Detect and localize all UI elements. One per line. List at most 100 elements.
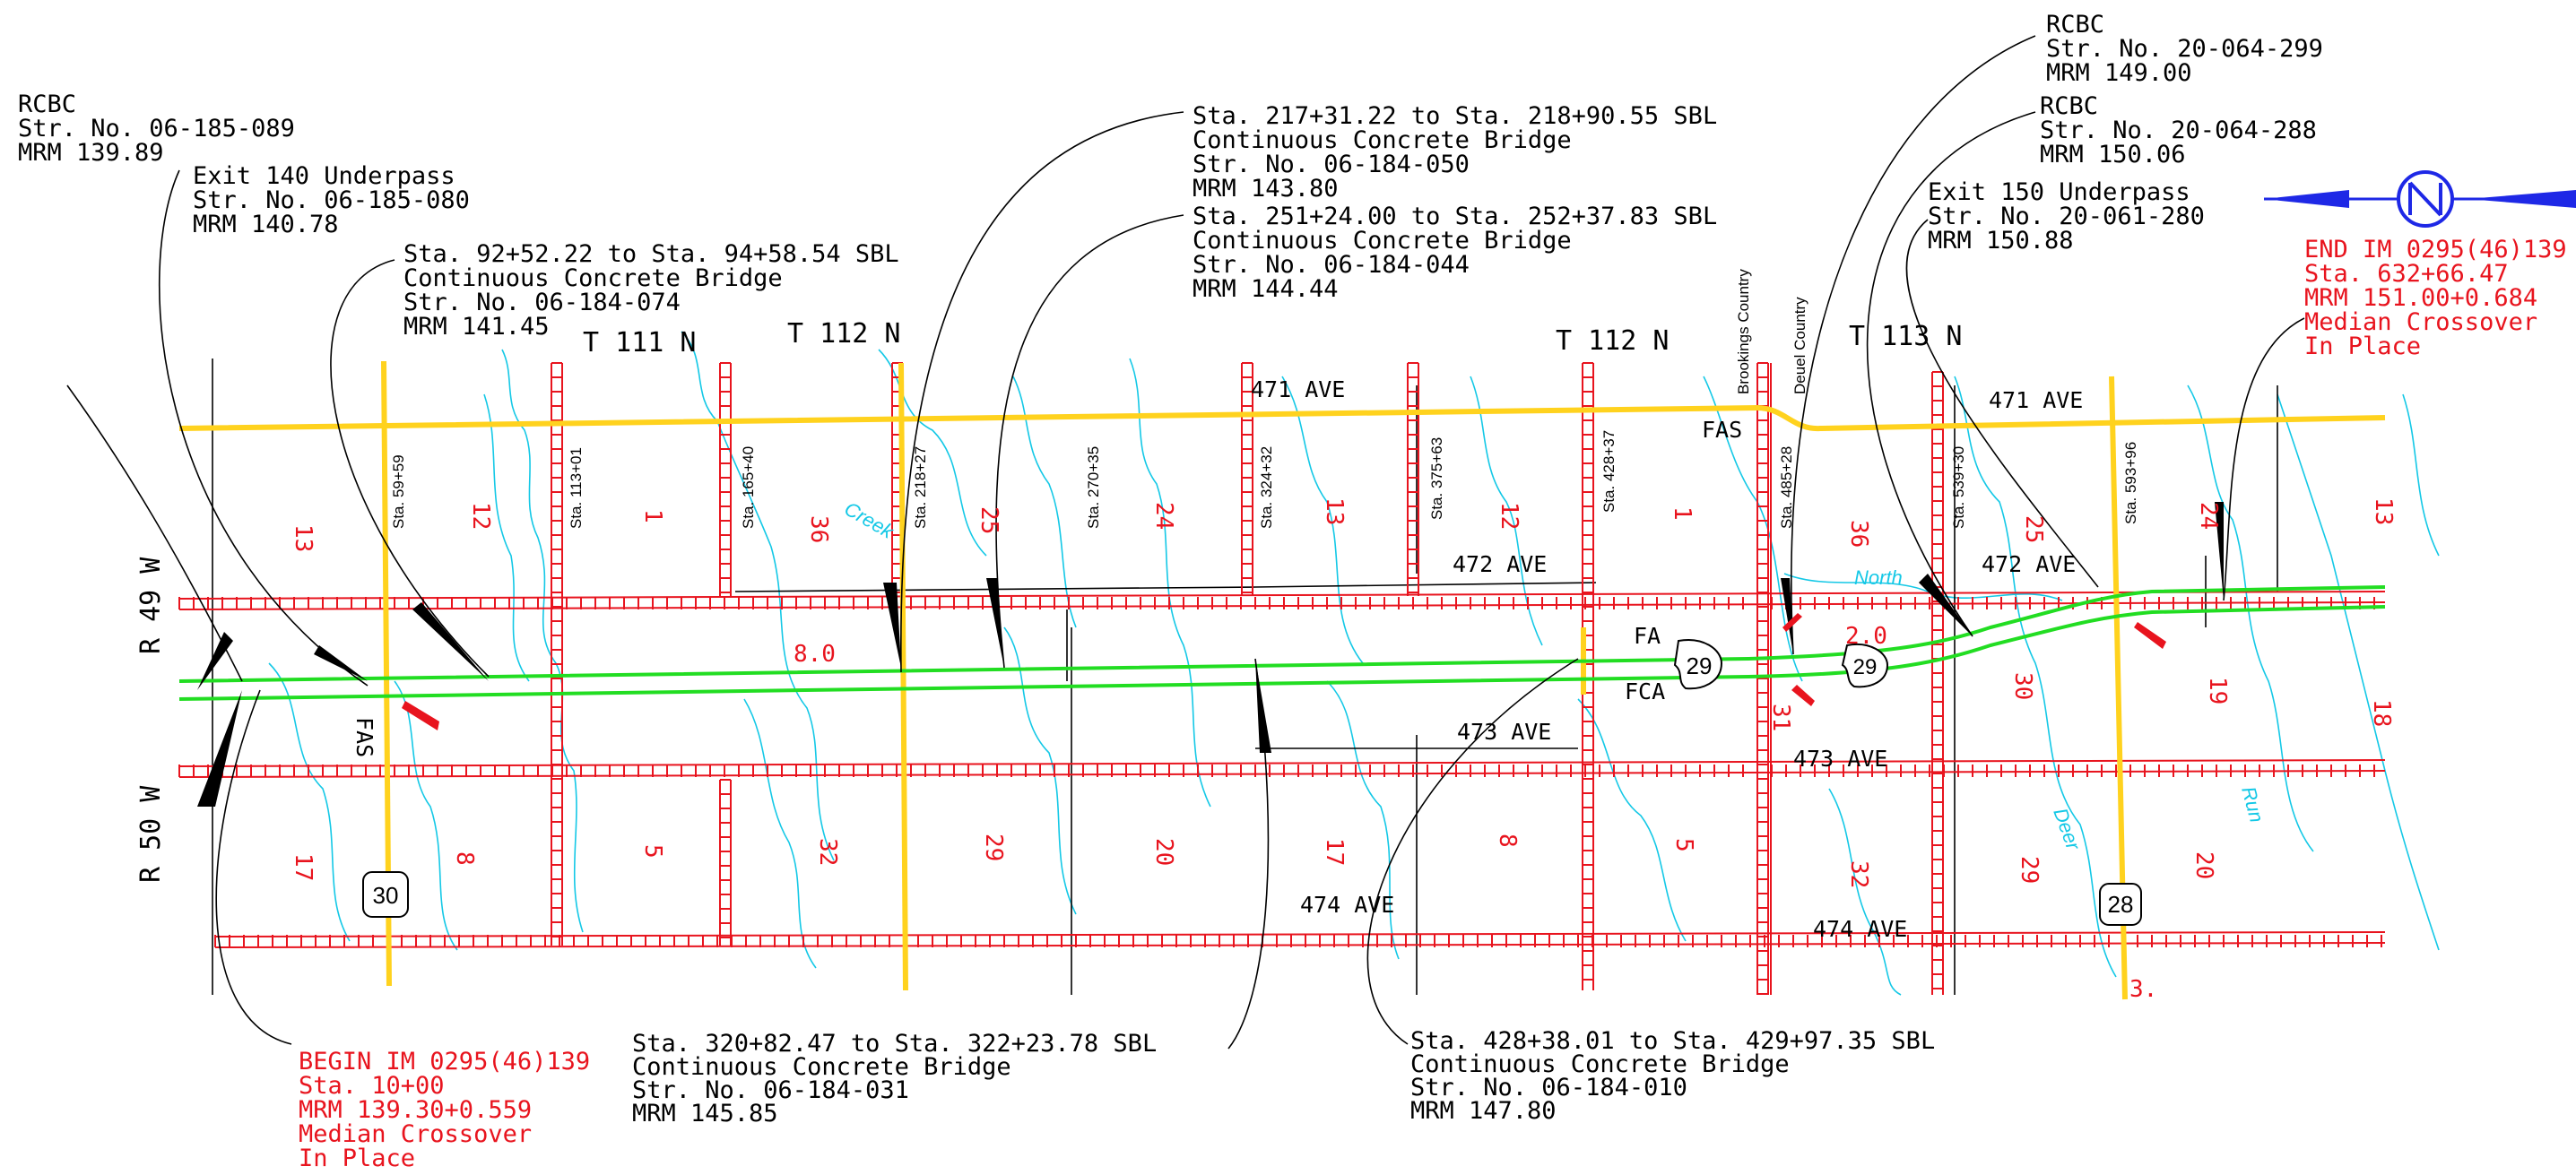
station-label: Sta. 165+40 — [740, 446, 757, 529]
stub-label: 3. — [2129, 976, 2157, 1003]
section-number: 25 — [2020, 515, 2047, 543]
section-number: 12 — [467, 502, 494, 530]
svg-text:In Place: In Place — [299, 1145, 415, 1172]
road-ticks — [178, 362, 2382, 995]
svg-text:MRM 150.06: MRM 150.06 — [2040, 141, 2186, 168]
svg-text:Exit 150 Underpass: Exit 150 Underpass — [1928, 178, 2190, 206]
svg-text:Str. No. 06-184-031: Str. No. 06-184-031 — [632, 1076, 909, 1104]
range-label: R 50 W — [135, 785, 167, 883]
section-number: 17 — [1321, 838, 1348, 866]
svg-text:Median Crossover: Median Crossover — [2304, 308, 2537, 336]
section-number: 25 — [976, 506, 1002, 534]
svg-text:MRM 139.30+0.559: MRM 139.30+0.559 — [299, 1096, 532, 1124]
avenue-label: 471 AVE — [1989, 387, 2083, 413]
section-number: 13 — [290, 524, 317, 552]
state-route — [178, 360, 2386, 1000]
svg-text:Sta. 428+38.01 to Sta. 429+97.: Sta. 428+38.01 to Sta. 429+97.35 SBL — [1410, 1027, 1935, 1055]
township-label: T 112 N — [1556, 325, 1669, 357]
callout-bridge-06-184-074: Sta. 92+52.22 to Sta. 94+58.54 SBL Conti… — [403, 240, 899, 341]
svg-text:Sta. 632+66.47: Sta. 632+66.47 — [2304, 260, 2509, 288]
section-number: 31 — [1767, 704, 1794, 731]
section-number: 17 — [290, 853, 317, 881]
shield-29-a-label: 29 — [1687, 652, 1713, 679]
svg-text:Continuous Concrete Bridge: Continuous Concrete Bridge — [1410, 1050, 1790, 1078]
svg-text:MRM 140.78: MRM 140.78 — [193, 211, 339, 238]
water-label: Run — [2237, 784, 2268, 825]
station-label: Sta. 375+63 — [1428, 437, 1445, 520]
svg-text:In Place: In Place — [2304, 333, 2421, 360]
callout-exit-150-underpass: Exit 150 Underpass Str. No. 20-061-280 M… — [1928, 178, 2205, 255]
svg-text:Exit 140 Underpass: Exit 140 Underpass — [193, 162, 455, 190]
svg-text:Sta. 251+24.00 to Sta. 252+37.: Sta. 251+24.00 to Sta. 252+37.83 SBL — [1193, 203, 1717, 230]
avenue-label: 473 AVE — [1457, 719, 1551, 745]
callout-exit-140-underpass: Exit 140 Underpass Str. No. 06-185-080 M… — [193, 162, 470, 238]
station-label: Sta. 324+32 — [1258, 446, 1275, 529]
avenue-label: 472 AVE — [1982, 551, 2076, 577]
svg-text:MRM 149.00: MRM 149.00 — [2046, 59, 2192, 87]
section-number: 13 — [1321, 497, 1348, 525]
range-label: R 49 W — [135, 557, 167, 654]
station-label: Sta. 539+30 — [1950, 446, 1967, 529]
svg-text:Str. No. 06-185-089: Str. No. 06-185-089 — [18, 115, 295, 143]
section-numbers: 13 12 1 36 25 24 13 12 1 36 25 24 13 17 8 5 32 29 20 17 8 5 32… — [290, 497, 2397, 888]
road-class-label: FAS — [351, 717, 377, 757]
station-label: Sta. 59+59 — [390, 454, 407, 529]
section-number: 36 — [805, 515, 832, 543]
section-number: 24 — [2195, 502, 2222, 530]
station-label: Sta. 218+27 — [912, 446, 929, 529]
svg-text:MRM 143.80: MRM 143.80 — [1193, 175, 1339, 203]
svg-text:MRM 151.00+0.684: MRM 151.00+0.684 — [2304, 284, 2537, 312]
svg-text:Continuous Concrete Bridge: Continuous Concrete Bridge — [403, 264, 783, 292]
end-project-note: END IM 0295(46)139 Sta. 632+66.47 MRM 15… — [2304, 236, 2567, 360]
svg-text:BEGIN IM 0295(46)139: BEGIN IM 0295(46)139 — [299, 1048, 590, 1076]
section-number: 32 — [1845, 860, 1872, 888]
interstate — [178, 585, 2386, 701]
svg-text:Sta. 217+31.22 to Sta. 218+90.: Sta. 217+31.22 to Sta. 218+90.55 SBL — [1193, 102, 1717, 130]
section-number: 5 — [1670, 838, 1697, 852]
callout-rcbc-20-064-288: RCBC Str. No. 20-064-288 MRM 150.06 — [2040, 92, 2317, 168]
section-number: 1 — [1669, 506, 1696, 521]
section-number: 19 — [2204, 677, 2231, 704]
county-label-deuel: Deuel Country — [1791, 297, 1808, 394]
station-label: Sta. 113+01 — [568, 447, 585, 529]
avenue-label: 471 AVE — [1251, 376, 1345, 402]
station-label: Sta. 485+28 — [1778, 446, 1795, 529]
road-class-label: FCA — [1625, 678, 1665, 704]
svg-text:Str. No. 20-064-288: Str. No. 20-064-288 — [2040, 117, 2317, 144]
section-number: 18 — [2368, 699, 2395, 727]
svg-text:Str. No. 20-064-299: Str. No. 20-064-299 — [2046, 35, 2323, 63]
svg-text:MRM 141.45: MRM 141.45 — [403, 313, 550, 341]
shield-30-label: 30 — [373, 882, 399, 909]
shield-28-label: 28 — [2108, 891, 2134, 918]
section-number: 13 — [2370, 497, 2397, 525]
svg-text:RCBC: RCBC — [2046, 11, 2104, 39]
route-shield-28: 28 — [2099, 883, 2142, 926]
svg-text:MRM 139.89: MRM 139.89 — [18, 139, 164, 167]
section-number: 20 — [2190, 851, 2217, 879]
structure-markers — [197, 502, 2224, 807]
county-label-brookings: Brookings Country — [1735, 269, 1752, 394]
svg-text:RCBC: RCBC — [18, 91, 76, 118]
callout-bridge-06-184-031: Sta. 320+82.47 to Sta. 322+23.78 SBL Con… — [632, 1030, 1157, 1127]
svg-text:Continuous Concrete Bridge: Continuous Concrete Bridge — [1193, 227, 1572, 255]
svg-text:Str. No. 20-061-280: Str. No. 20-061-280 — [1928, 203, 2205, 230]
svg-text:END IM 0295(46)139: END IM 0295(46)139 — [2304, 236, 2567, 264]
streams — [268, 331, 2440, 996]
callout-rcbc-06-185-089: RCBC Str. No. 06-185-089 MRM 139.89 — [18, 91, 295, 167]
creek-label: Creek — [841, 497, 898, 543]
section-number: 30 — [2009, 672, 2036, 700]
water-label: North — [1854, 566, 1903, 589]
section-number: 32 — [814, 838, 841, 866]
svg-text:Continuous Concrete Bridge: Continuous Concrete Bridge — [632, 1053, 1011, 1081]
avenue-label: 472 AVE — [1453, 551, 1547, 577]
svg-text:RCBC: RCBC — [2040, 92, 2098, 120]
pointer-arrows — [402, 613, 2166, 730]
avenue-label: 474 AVE — [1300, 892, 1394, 918]
svg-text:Str. No. 06-184-050: Str. No. 06-184-050 — [1193, 151, 1470, 178]
callout-bridge-06-184-010: Sta. 428+38.01 to Sta. 429+97.35 SBL Con… — [1410, 1027, 1935, 1125]
svg-text:Sta. 320+82.47 to Sta. 322+23.: Sta. 320+82.47 to Sta. 322+23.78 SBL — [632, 1030, 1157, 1058]
section-number: 29 — [980, 834, 1007, 861]
svg-text:MRM 145.85: MRM 145.85 — [632, 1100, 778, 1127]
svg-text:Continuous Concrete Bridge: Continuous Concrete Bridge — [1193, 126, 1572, 154]
